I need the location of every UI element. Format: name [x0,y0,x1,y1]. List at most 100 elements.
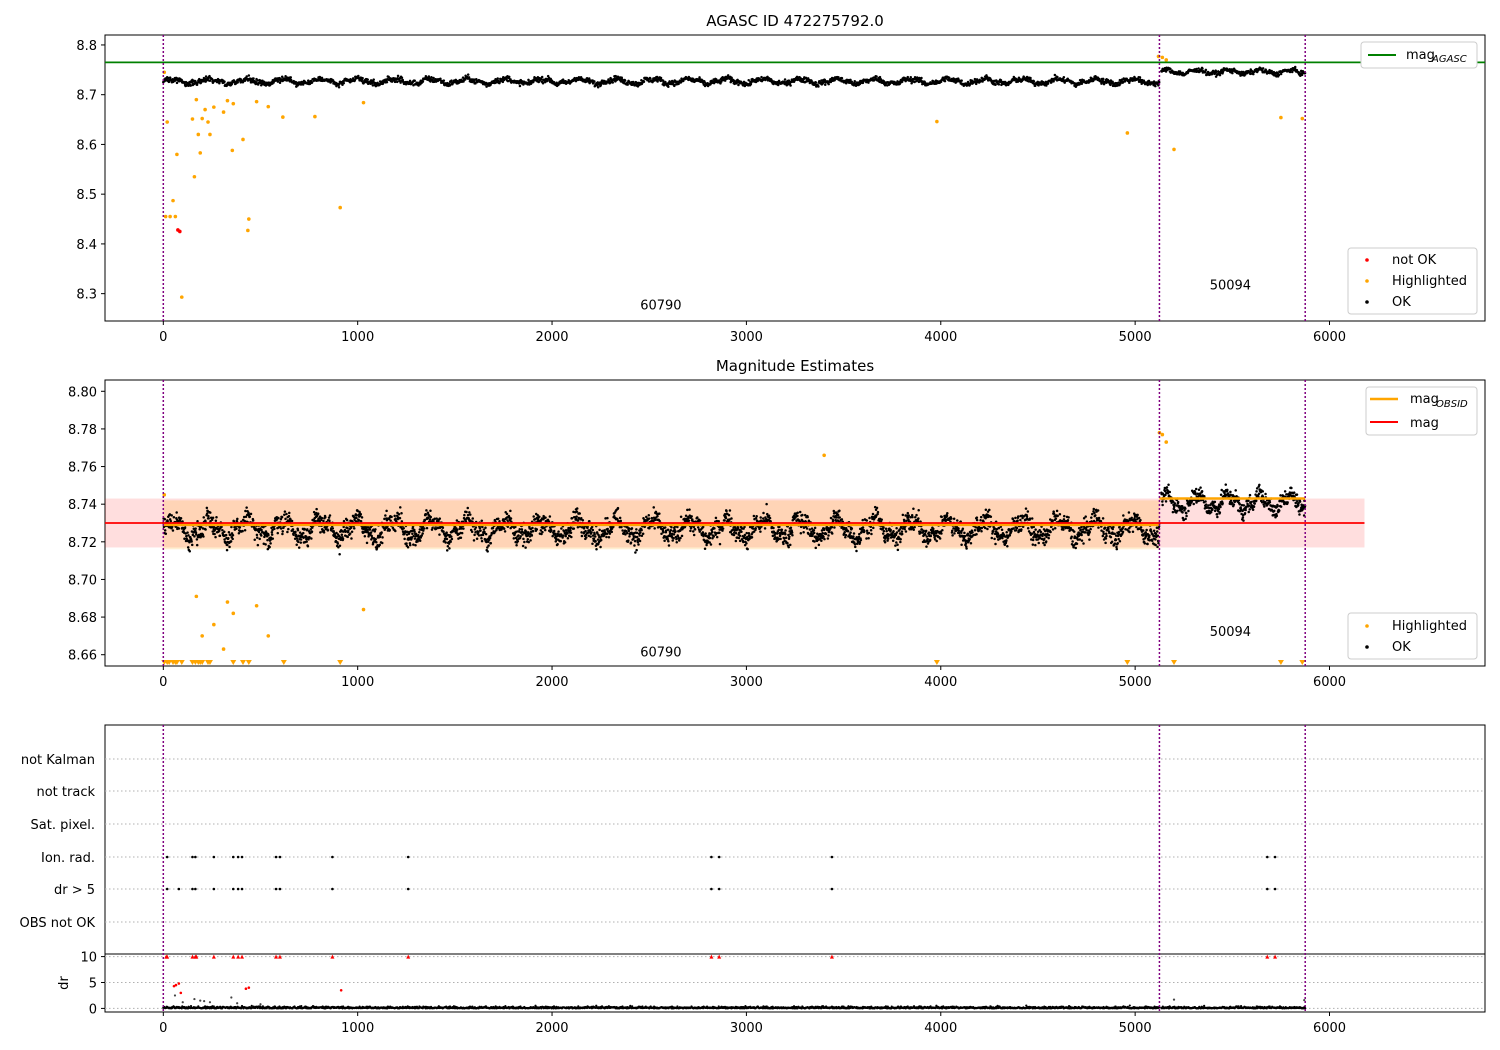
ok-point [297,546,301,549]
highlighted-point [203,107,207,112]
ok-point [710,530,714,534]
ok-point [469,513,472,516]
ok-point [361,76,364,80]
ok-point [575,515,578,518]
ok-point [850,80,854,84]
ok-point [183,526,187,529]
ok-point [642,80,646,84]
ok-point [400,76,404,80]
ok-point [1056,75,1059,79]
ok-point [569,529,572,532]
x-tick-label: 0 [159,330,167,345]
highlighted-point [173,214,178,219]
ok-point [208,79,212,82]
ok-point [784,536,788,539]
ok-point [344,529,348,533]
ok-point [750,535,754,539]
ok-point [194,527,197,530]
ok-point [472,539,476,542]
ok-point [365,541,369,545]
ok-point [283,513,286,517]
ok-point [196,519,199,523]
legend-ok-marker [1365,300,1369,304]
ok-point [1279,72,1283,76]
ok-point [281,532,284,536]
ok-point [247,74,251,77]
ok-point [205,506,209,510]
ok-point [638,534,641,537]
ok-point [204,528,207,531]
ok-point [350,537,353,540]
ok-point [580,534,584,538]
ok-point [280,75,284,78]
ok-point [1046,82,1050,85]
ok-point [544,516,547,519]
highlighted-point [1172,147,1176,152]
ok-point [814,81,818,84]
ok-point [557,530,560,533]
axes-frame [104,34,1486,322]
highlighted-point [338,205,342,210]
ok-point [1181,71,1185,75]
y-tick-label: 8.7 [76,89,97,104]
ok-point [285,512,288,516]
ok-point [429,515,433,519]
ok-point [175,81,179,85]
ok-point [672,536,675,540]
ok-point [576,526,580,529]
ok-point [837,76,840,79]
ok-point [714,516,718,520]
ok-point [641,532,645,536]
ok-point [690,515,693,518]
ok-point [425,526,429,530]
ok-point [194,531,198,534]
ok-point [402,526,405,530]
ok-point [294,530,297,534]
highlighted-point [190,117,195,121]
ok-point [455,519,459,522]
ok-point [398,516,402,520]
ok-point [164,532,168,536]
y-tick-label: 8.6 [76,138,97,153]
ok-point [258,537,261,541]
ok-point [507,75,511,79]
ok-point [738,539,742,543]
ok-point [616,506,620,510]
ok-point [168,76,172,79]
highlighted-point [1125,131,1130,135]
ok-point [1288,70,1292,74]
x-tick-label: 1000 [341,330,374,345]
ok-point [610,530,614,534]
ok-point [305,540,308,543]
ok-point [278,76,281,80]
ok-point [737,83,740,87]
ok-point [241,529,244,533]
ok-point [823,537,826,541]
ok-point [295,535,298,538]
ok-point [337,85,341,89]
ok-point [252,77,255,80]
ok-point [973,77,977,81]
ok-point [798,510,802,514]
ok-point [445,531,448,534]
ok-point [570,535,573,539]
ok-point [849,78,852,82]
legend-ok-label: OK [1392,295,1411,310]
ok-point [231,534,235,537]
ok-point [424,513,428,516]
ok-point [585,76,589,80]
ok-point [478,526,482,530]
ok-point [679,515,683,519]
ok-point [850,527,854,530]
ok-point [614,74,617,78]
ok-point [721,527,725,530]
highlighted-point [1300,116,1305,121]
ok-point [654,518,657,522]
ok-point [853,79,856,83]
ok-point [408,79,412,83]
ok-point [430,75,433,79]
ok-point [563,541,567,544]
ok-point [619,519,623,523]
ok-point [812,528,816,532]
ok-point [814,546,818,550]
